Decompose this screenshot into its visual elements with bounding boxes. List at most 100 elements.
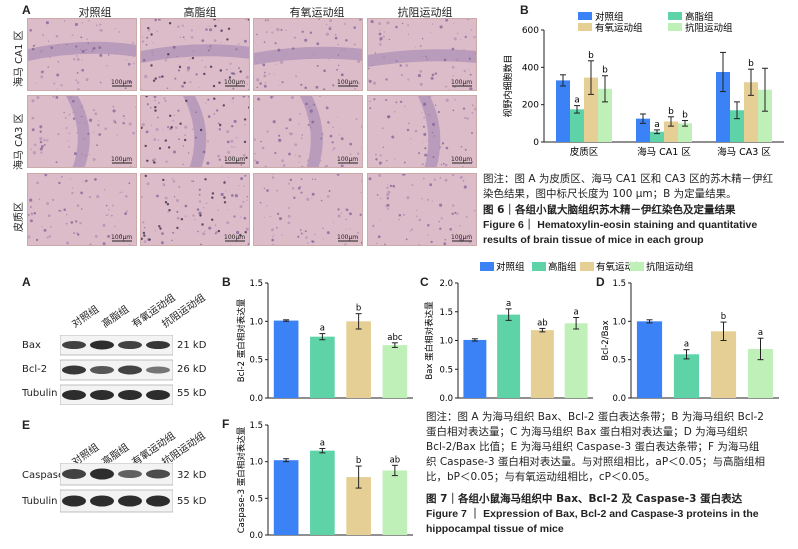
- cell-nucleus: [307, 242, 309, 244]
- cell-nucleus: [316, 42, 320, 46]
- cell-nucleus: [256, 62, 258, 65]
- cell-nucleus: [265, 31, 268, 34]
- dark-nucleus: [244, 231, 247, 234]
- cell-nucleus: [431, 200, 433, 202]
- significance-label: b: [356, 456, 361, 466]
- micrograph-r1-c3: 100μm: [253, 18, 363, 91]
- dark-nucleus: [144, 144, 147, 148]
- cell-nucleus: [132, 62, 135, 65]
- dark-nucleus: [144, 174, 147, 178]
- cell-nucleus: [431, 73, 435, 77]
- significance-label: a: [506, 299, 511, 309]
- cell-nucleus: [36, 96, 40, 100]
- significance-label: a: [758, 328, 763, 338]
- micrograph-r2-c3: 100μm: [253, 95, 363, 168]
- cell-nucleus: [161, 232, 164, 235]
- bar: [463, 339, 487, 398]
- cell-nucleus: [184, 204, 188, 208]
- cell-nucleus: [76, 233, 80, 236]
- cell-nucleus: [65, 127, 68, 129]
- cell-nucleus: [190, 35, 194, 39]
- significance-label: ab: [390, 455, 401, 465]
- cell-nucleus: [132, 131, 136, 135]
- cell-nucleus: [432, 23, 434, 25]
- scale-bar-label: 100μm: [224, 234, 245, 241]
- cell-nucleus: [52, 96, 55, 98]
- y-tick-label: 1.0: [249, 458, 263, 468]
- fig6-caption-title-cn: 图 6｜各组小鼠大脑组织苏木精－伊红染色及定量结果: [483, 204, 736, 216]
- cell-nucleus: [423, 132, 427, 136]
- cell-nucleus: [395, 60, 398, 62]
- dark-nucleus: [178, 65, 182, 69]
- cell-nucleus: [349, 142, 353, 146]
- cell-nucleus: [332, 222, 335, 224]
- cell-nucleus: [373, 98, 376, 101]
- cell-nucleus: [340, 48, 343, 51]
- dark-nucleus: [169, 114, 172, 117]
- cell-nucleus: [464, 116, 467, 120]
- cell-nucleus: [433, 134, 436, 138]
- cell-nucleus: [97, 123, 100, 127]
- cell-nucleus: [230, 124, 234, 128]
- cell-nucleus: [82, 137, 86, 141]
- cell-nucleus: [331, 141, 334, 144]
- cell-nucleus: [463, 69, 466, 73]
- cell-nucleus: [300, 232, 303, 235]
- cell-nucleus: [401, 22, 404, 25]
- cell-nucleus: [257, 97, 261, 101]
- cell-nucleus: [98, 46, 102, 49]
- cell-nucleus: [275, 63, 278, 65]
- cell-nucleus: [41, 225, 43, 228]
- cell-nucleus: [157, 19, 161, 21]
- cell-nucleus: [244, 19, 247, 20]
- cell-nucleus: [154, 99, 157, 102]
- micrograph-bg: [141, 174, 249, 245]
- cell-nucleus: [439, 177, 441, 179]
- dark-nucleus: [154, 77, 157, 80]
- cell-nucleus: [68, 113, 71, 116]
- cell-nucleus: [285, 29, 287, 32]
- cell-nucleus: [290, 96, 294, 100]
- micrograph-r3-c1: 100μm: [27, 173, 137, 246]
- cell-nucleus: [464, 36, 467, 39]
- cell-nucleus: [125, 210, 128, 213]
- cell-layer-band: [368, 49, 476, 67]
- cell-nucleus: [107, 54, 110, 56]
- cell-nucleus: [208, 226, 212, 230]
- cell-nucleus: [395, 25, 398, 29]
- cell-nucleus: [301, 134, 303, 136]
- cell-nucleus: [66, 44, 68, 46]
- cell-nucleus: [47, 66, 49, 68]
- cell-nucleus: [288, 182, 290, 185]
- cell-nucleus: [440, 217, 443, 220]
- bar: [530, 330, 554, 398]
- cell-nucleus: [410, 138, 412, 140]
- cell-nucleus: [205, 202, 208, 205]
- cell-nucleus: [184, 39, 186, 41]
- cell-nucleus: [143, 240, 147, 243]
- cell-nucleus: [30, 206, 32, 208]
- cell-nucleus: [81, 68, 85, 72]
- dark-nucleus: [150, 33, 153, 36]
- cell-nucleus: [271, 236, 274, 238]
- cell-nucleus: [218, 128, 221, 131]
- dark-nucleus: [227, 27, 231, 30]
- cell-nucleus: [309, 31, 313, 34]
- cell-nucleus: [379, 154, 382, 157]
- cell-nucleus: [361, 241, 362, 245]
- cell-nucleus: [385, 78, 388, 81]
- cell-nucleus: [287, 221, 291, 225]
- cell-nucleus: [285, 127, 288, 130]
- cell-nucleus: [192, 128, 194, 130]
- scale-bar-label: 100μm: [111, 79, 132, 86]
- cell-nucleus: [264, 19, 267, 21]
- cell-nucleus: [71, 34, 74, 37]
- cell-nucleus: [94, 178, 97, 181]
- cell-nucleus: [76, 72, 79, 74]
- scale-bar-label: 100μm: [224, 156, 245, 163]
- cell-nucleus: [29, 198, 33, 202]
- fig7-caption-title-en: Figure 7 ｜ Expression of Bax, Bcl-2 and …: [426, 508, 759, 535]
- cell-nucleus: [194, 136, 197, 139]
- cell-nucleus: [314, 178, 317, 181]
- cell-nucleus: [198, 193, 201, 196]
